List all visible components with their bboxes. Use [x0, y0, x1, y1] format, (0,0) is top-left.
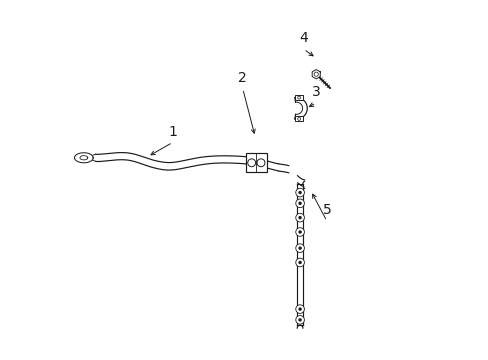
Circle shape — [298, 246, 301, 250]
Circle shape — [297, 96, 300, 99]
Circle shape — [298, 191, 301, 194]
Circle shape — [295, 244, 304, 252]
Bar — [294, 95, 303, 100]
Circle shape — [295, 316, 304, 324]
Circle shape — [313, 72, 318, 76]
Circle shape — [298, 261, 301, 264]
Circle shape — [295, 228, 304, 236]
Circle shape — [295, 258, 304, 267]
Text: 3: 3 — [311, 85, 320, 99]
Circle shape — [295, 305, 304, 314]
Circle shape — [298, 318, 301, 321]
Circle shape — [247, 159, 255, 167]
Circle shape — [297, 117, 300, 120]
Text: 4: 4 — [299, 31, 307, 45]
Polygon shape — [311, 69, 320, 79]
Circle shape — [298, 230, 301, 234]
Circle shape — [295, 213, 304, 222]
Circle shape — [298, 216, 301, 219]
Text: 5: 5 — [322, 203, 331, 217]
Text: 1: 1 — [168, 125, 177, 139]
Circle shape — [298, 307, 301, 311]
Text: 2: 2 — [238, 71, 246, 85]
Bar — [245, 153, 266, 172]
Circle shape — [298, 202, 301, 205]
Circle shape — [295, 188, 304, 197]
Bar — [294, 116, 303, 121]
Circle shape — [257, 159, 264, 167]
Circle shape — [295, 199, 304, 208]
